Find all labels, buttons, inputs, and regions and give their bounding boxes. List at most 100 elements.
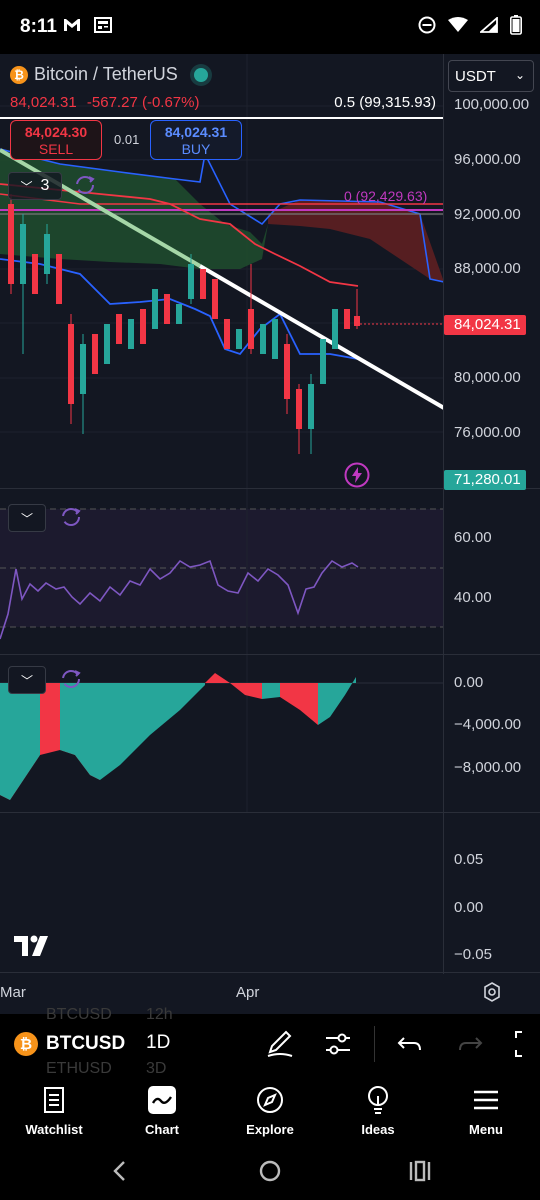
gmail-icon: [64, 19, 80, 31]
redo-icon[interactable]: [454, 1028, 486, 1060]
chart-area[interactable]: ₿ Bitcoin / TetherUS 84,024.31 -567.27 (…: [0, 54, 540, 1014]
newspaper-icon: [94, 17, 112, 33]
spread-value: 0.01: [114, 132, 140, 147]
indicators-count: 3: [40, 177, 50, 194]
nav-chart[interactable]: Chart: [117, 1084, 207, 1137]
currency-select[interactable]: USDT ⌄: [448, 60, 534, 92]
trendline-light: [0, 148, 202, 268]
sync-icon[interactable]: [60, 668, 82, 690]
hamburger-menu-icon: [474, 1090, 498, 1110]
price-chart[interactable]: [0, 54, 444, 488]
scale-divider: [443, 54, 444, 974]
bottom-navigation: Watchlist Chart Explore Ideas Menu: [0, 1074, 540, 1144]
ichimoku-cloud-bearish: [268, 200, 444, 282]
drawing-pen-icon[interactable]: [264, 1028, 296, 1060]
dnd-icon: [418, 16, 436, 34]
last-price-tag: 84,024.31: [444, 315, 526, 335]
histogram-bearish-2: [205, 673, 262, 699]
nav-explore[interactable]: Explore: [225, 1084, 315, 1137]
recents-icon[interactable]: [408, 1160, 432, 1182]
lightning-icon[interactable]: [344, 462, 370, 488]
symbol-header[interactable]: ₿ Bitcoin / TetherUS: [10, 64, 208, 85]
bitcoin-icon: ₿: [14, 1032, 38, 1056]
status-time: 8:11: [20, 16, 57, 37]
interval-picker-next[interactable]: 3D: [146, 1060, 167, 1077]
nav-label: Watchlist: [25, 1122, 83, 1137]
date-label-mar: Mar: [0, 984, 26, 1001]
battery-icon: [510, 15, 522, 35]
macd-tick: 0.00: [454, 674, 484, 691]
interval-picker[interactable]: 1D: [146, 1032, 171, 1053]
histogram-bullish-3: [262, 683, 280, 699]
buy-price: 84,024.31: [164, 124, 228, 140]
signal-icon: [480, 17, 498, 33]
buy-button[interactable]: 84,024.31 BUY: [150, 120, 242, 160]
sync-icon[interactable]: [74, 174, 96, 196]
nav-menu[interactable]: Menu: [441, 1084, 531, 1137]
price-tick: 96,000.00: [454, 151, 521, 168]
nav-label: Chart: [145, 1122, 179, 1137]
price-tick: 92,000.00: [454, 206, 521, 223]
fullscreen-icon[interactable]: [512, 1028, 540, 1060]
chevron-down-icon: ﹀: [20, 673, 33, 688]
nav-label: Explore: [246, 1122, 294, 1137]
chevron-down-icon: ﹀: [20, 511, 33, 526]
rsi-collapse-button[interactable]: ﹀: [8, 504, 46, 532]
trendline-white: [198, 264, 444, 410]
chevron-down-icon: ⌄: [514, 68, 525, 82]
symbol-picker-prev[interactable]: BTCUSD: [46, 1006, 112, 1023]
macd-collapse-button[interactable]: ﹀: [8, 666, 46, 694]
base-line: [0, 183, 359, 287]
home-icon[interactable]: [258, 1159, 282, 1183]
conversion-line: [0, 258, 359, 360]
undo-icon[interactable]: [394, 1028, 426, 1060]
rsi-chart[interactable]: [0, 489, 444, 654]
nav-ideas[interactable]: Ideas: [333, 1084, 423, 1137]
toolbar-separator: [374, 1026, 375, 1062]
sync-icon[interactable]: [60, 506, 82, 528]
back-icon[interactable]: [110, 1160, 130, 1182]
pane-divider[interactable]: [0, 812, 540, 813]
bitcoin-icon: ₿: [10, 65, 28, 84]
rsi-tick: 60.00: [454, 529, 492, 546]
symbol-picker[interactable]: ₿ BTCUSD: [14, 1032, 125, 1056]
pane-divider[interactable]: [0, 488, 540, 489]
watchlist-icon: [44, 1087, 64, 1113]
pane-divider[interactable]: [0, 654, 540, 655]
low-price-tag: 71,280.01: [444, 470, 526, 490]
macd-tick: −8,000.00: [454, 759, 522, 776]
macd-chart[interactable]: [0, 655, 444, 812]
symbol-picker-next[interactable]: ETHUSD: [46, 1060, 112, 1077]
chart-toolbar: BTCUSD 12h ₿ BTCUSD 1D ETHUSD 3D: [0, 1006, 540, 1077]
buy-label: BUY: [181, 141, 211, 157]
sell-label: SELL: [38, 141, 74, 157]
compass-icon: [257, 1087, 283, 1113]
interval-picker-prev[interactable]: 12h: [146, 1006, 173, 1023]
price-change: -567.27 (-0.67%): [86, 94, 200, 111]
toolbar-symbol: BTCUSD: [46, 1033, 126, 1054]
status-bar: 8:11: [0, 0, 540, 54]
histogram-bullish-1: [0, 683, 40, 800]
indicators-settings-icon[interactable]: [322, 1028, 354, 1060]
price-change-line: 84,024.31 -567.27 (-0.67%): [10, 94, 199, 111]
wifi-icon: [448, 17, 468, 32]
price-tick: 76,000.00: [454, 424, 521, 441]
sell-price: 84,024.30: [24, 124, 88, 140]
histogram-bullish-2: [60, 683, 205, 780]
macd-tick: −4,000.00: [454, 716, 522, 733]
lightbulb-icon: [368, 1086, 388, 1114]
nav-label: Menu: [469, 1122, 503, 1137]
symbol-name[interactable]: Bitcoin / TetherUS: [34, 64, 178, 84]
settings-gear-icon[interactable]: [480, 980, 504, 1004]
nav-label: Ideas: [361, 1122, 395, 1137]
sell-button[interactable]: 84,024.30 SELL: [10, 120, 102, 160]
last-price: 84,024.31: [10, 94, 77, 111]
rsi-line: [0, 559, 359, 640]
span-b-line: [0, 193, 444, 205]
nav-watchlist[interactable]: Watchlist: [9, 1084, 99, 1137]
histogram-bullish-4: [318, 677, 356, 725]
date-label-apr: Apr: [236, 984, 260, 1001]
chart-icon: [148, 1086, 176, 1114]
rsi-tick: 40.00: [454, 589, 492, 606]
indicators-toggle-button[interactable]: ﹀ 3: [8, 172, 62, 200]
